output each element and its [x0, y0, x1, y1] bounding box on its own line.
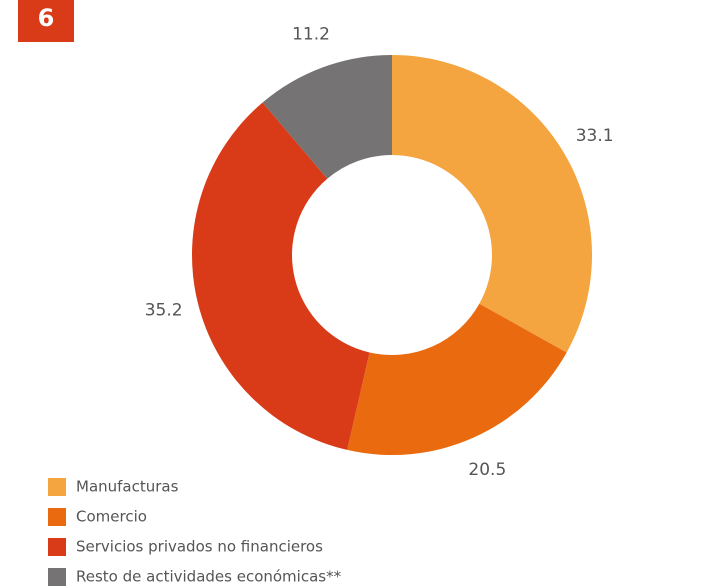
value-label: 20.5 — [468, 460, 506, 480]
legend-swatch — [48, 508, 66, 526]
donut-slice — [347, 303, 567, 455]
donut-slice — [392, 55, 592, 353]
legend-swatch — [48, 478, 66, 496]
legend-label: Resto de actividades económicas** — [76, 568, 342, 586]
figure-number: 6 — [38, 4, 55, 32]
donut-slice — [262, 55, 392, 179]
value-label: 33.1 — [576, 126, 614, 146]
value-label: 35.2 — [145, 301, 183, 321]
legend-swatch — [48, 538, 66, 556]
legend-label: Comercio — [76, 508, 147, 526]
donut-slice — [192, 102, 370, 450]
legend-swatch — [48, 568, 66, 586]
figure-badge — [18, 0, 74, 42]
value-label: 11.2 — [292, 24, 330, 44]
legend-label: Servicios privados no financieros — [76, 538, 323, 556]
legend-label: Manufacturas — [76, 478, 179, 496]
